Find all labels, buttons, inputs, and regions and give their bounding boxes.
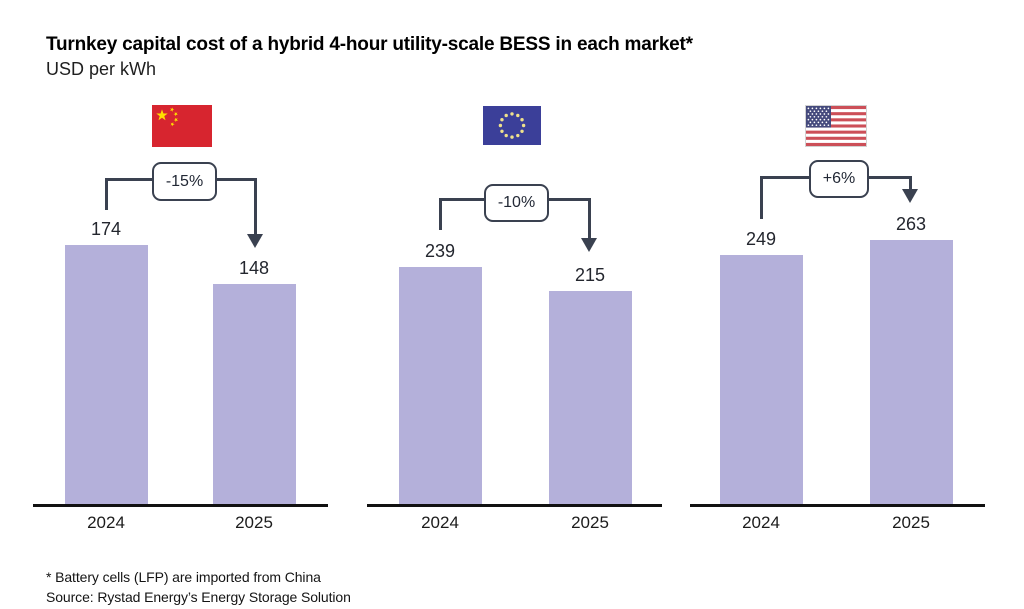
bar-value-label: 215 bbox=[574, 265, 606, 285]
change-bracket-line-left bbox=[439, 198, 442, 230]
china-flag-icon bbox=[152, 105, 212, 147]
bar-value-label: 249 bbox=[745, 229, 777, 249]
change-badge: -15% bbox=[152, 162, 217, 201]
bar-eu-2025 bbox=[549, 291, 632, 506]
change-badge: +6% bbox=[809, 160, 869, 198]
down-arrow-icon bbox=[247, 234, 263, 248]
change-bracket-line-right bbox=[588, 198, 591, 239]
bar-value-label: 174 bbox=[90, 219, 122, 239]
bar-china-2025 bbox=[213, 284, 296, 506]
bar-us-2025 bbox=[870, 240, 953, 506]
down-arrow-icon bbox=[902, 189, 918, 203]
axis-label-2024: 2024 bbox=[742, 513, 780, 532]
axis-label-2024: 2024 bbox=[87, 513, 125, 532]
source-attribution: Source: Rystad Energy’s Energy Storage S… bbox=[46, 589, 351, 605]
chart-title: Turnkey capital cost of a hybrid 4-hour … bbox=[46, 34, 693, 55]
change-bracket-line-right bbox=[909, 176, 912, 190]
change-bracket-line-left bbox=[105, 178, 108, 210]
down-arrow-icon bbox=[581, 238, 597, 252]
axis-baseline bbox=[367, 504, 662, 507]
us-flag-icon bbox=[805, 105, 867, 147]
axis-label-2025: 2025 bbox=[892, 513, 930, 532]
axis-label-2025: 2025 bbox=[571, 513, 609, 532]
axis-baseline bbox=[690, 504, 985, 507]
axis-label-2024: 2024 bbox=[421, 513, 459, 532]
bar-eu-2024 bbox=[399, 267, 482, 506]
chart-subtitle: USD per kWh bbox=[46, 59, 157, 79]
eu-flag-icon bbox=[483, 106, 541, 145]
bar-value-label: 239 bbox=[424, 241, 456, 261]
axis-baseline bbox=[33, 504, 328, 507]
bar-us-2024 bbox=[720, 255, 803, 506]
axis-label-2025: 2025 bbox=[235, 513, 273, 532]
bar-value-label: 263 bbox=[895, 214, 927, 234]
bar-china-2024 bbox=[65, 245, 148, 506]
change-bracket-line-right bbox=[254, 178, 257, 235]
change-bracket-line-left bbox=[760, 176, 763, 219]
footnote: * Battery cells (LFP) are imported from … bbox=[46, 569, 321, 585]
bar-value-label: 148 bbox=[238, 258, 270, 278]
change-badge: -10% bbox=[484, 184, 549, 222]
